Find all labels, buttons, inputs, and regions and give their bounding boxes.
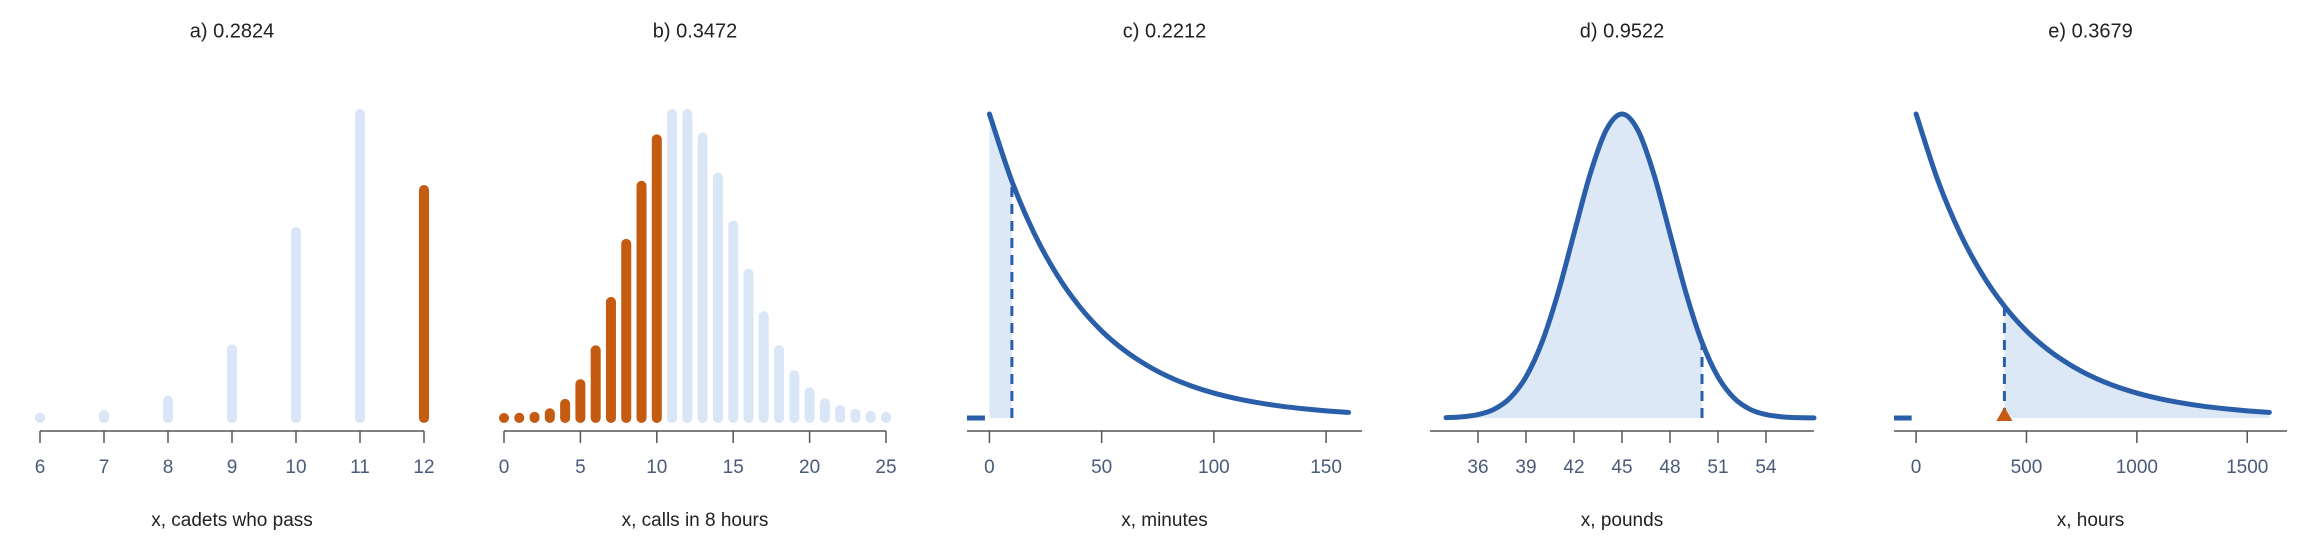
x-tick-label: 15 [723,457,744,478]
panel: e) 0.3679 0 500 1000 1500 x, hours [1894,20,2287,531]
x-tick-label: 5 [575,457,586,478]
x-tick-label: 54 [1755,457,1777,478]
x-tick-label: 1000 [2116,457,2158,478]
x-axis-label: x, cadets who pass [151,510,313,531]
x-axis-label: x, minutes [1121,510,1208,531]
x-axis-label: x, calls in 8 hours [622,510,769,531]
x-tick-label: 0 [1911,457,1922,478]
x-tick-label: 50 [1091,457,1112,478]
x-tick-label: 150 [1310,457,1342,478]
x-tick-label: 51 [1707,457,1728,478]
x-tick-label: 10 [285,457,306,478]
x-tick-label: 7 [99,457,110,478]
x-tick-label: 1500 [2226,457,2268,478]
shaded-area [1446,114,1702,418]
x-tick-label: 8 [163,457,174,478]
density-curve [986,111,1352,415]
panel-title: e) 0.3679 [2048,20,2133,42]
x-tick-label: 48 [1659,457,1680,478]
x-tick-label: 45 [1611,457,1632,478]
panel: d) 0.9522 36 39 42 45 48 51 54 x, pounds [1430,20,1817,531]
x-tick-label: 25 [875,457,896,478]
x-tick-label: 100 [1198,457,1230,478]
x-tick-label: 11 [350,457,370,478]
x-axis-label: x, pounds [1581,510,1663,531]
x-tick-label: 500 [2011,457,2043,478]
panel: a) 0.2824 6 7 8 9 10 11 12 x, cadets who pass [35,20,435,531]
panel-title: c) 0.2212 [1123,20,1206,42]
x-tick-label: 9 [227,457,238,478]
x-tick-label: 20 [799,457,820,478]
x-tick-label: 36 [1467,457,1488,478]
x-tick-label: 10 [646,457,667,478]
panel: c) 0.2212 0 50 100 150 x, minutes [967,20,1362,531]
x-tick-label: 6 [35,457,46,478]
panel-title: b) 0.3472 [653,20,738,42]
x-tick-label: 12 [413,457,434,478]
density-curve [1443,111,1817,421]
shaded-area [2004,306,2270,418]
x-axis-label: x, hours [2057,510,2125,531]
density-curve [1913,111,2272,415]
x-tick-label: 42 [1563,457,1584,478]
shaded-area [989,114,1012,418]
x-tick-label: 0 [984,457,995,478]
panel: b) 0.3472 0 5 10 15 20 25 x, calls in 8 hours [499,20,897,531]
cutoff-marker [1996,407,2013,421]
x-tick-label: 0 [499,457,510,478]
x-tick-label: 39 [1515,457,1536,478]
panel-title: a) 0.2824 [190,20,275,42]
panel-title: d) 0.9522 [1580,20,1665,42]
